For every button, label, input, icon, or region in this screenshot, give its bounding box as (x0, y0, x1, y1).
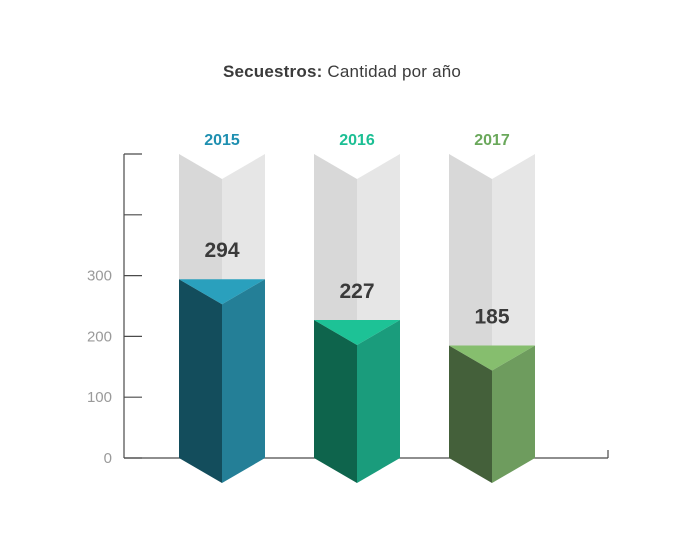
data-label: 294 (204, 239, 239, 262)
bar-fill-left-face (179, 279, 222, 483)
bar-fill-left-face (314, 319, 357, 483)
chart-title-rest: Cantidad por año (327, 62, 462, 81)
chart-title-bold: Secuestros: (222, 62, 323, 81)
bar-fill-top-face (449, 345, 535, 371)
chart-title: Secuestros: Cantidad por año (0, 62, 684, 82)
y-tick-label: 0 (104, 450, 112, 467)
category-label: 2017 (474, 132, 510, 149)
bar-fill-top-face (314, 319, 400, 345)
data-label: 185 (474, 306, 509, 329)
bar-fill-right-face (492, 345, 535, 483)
category-label: 2015 (204, 132, 240, 149)
bar-fill-right-face (357, 319, 400, 483)
bar-fill-right-face (222, 279, 265, 483)
bar-fill-top-face (179, 279, 265, 305)
y-tick-label: 300 (87, 268, 112, 285)
y-tick-label: 100 (87, 389, 112, 406)
category-label: 2016 (339, 132, 375, 149)
data-label: 227 (339, 280, 374, 303)
y-tick-label: 200 (87, 328, 112, 345)
bar-fill-left-face (449, 345, 492, 483)
